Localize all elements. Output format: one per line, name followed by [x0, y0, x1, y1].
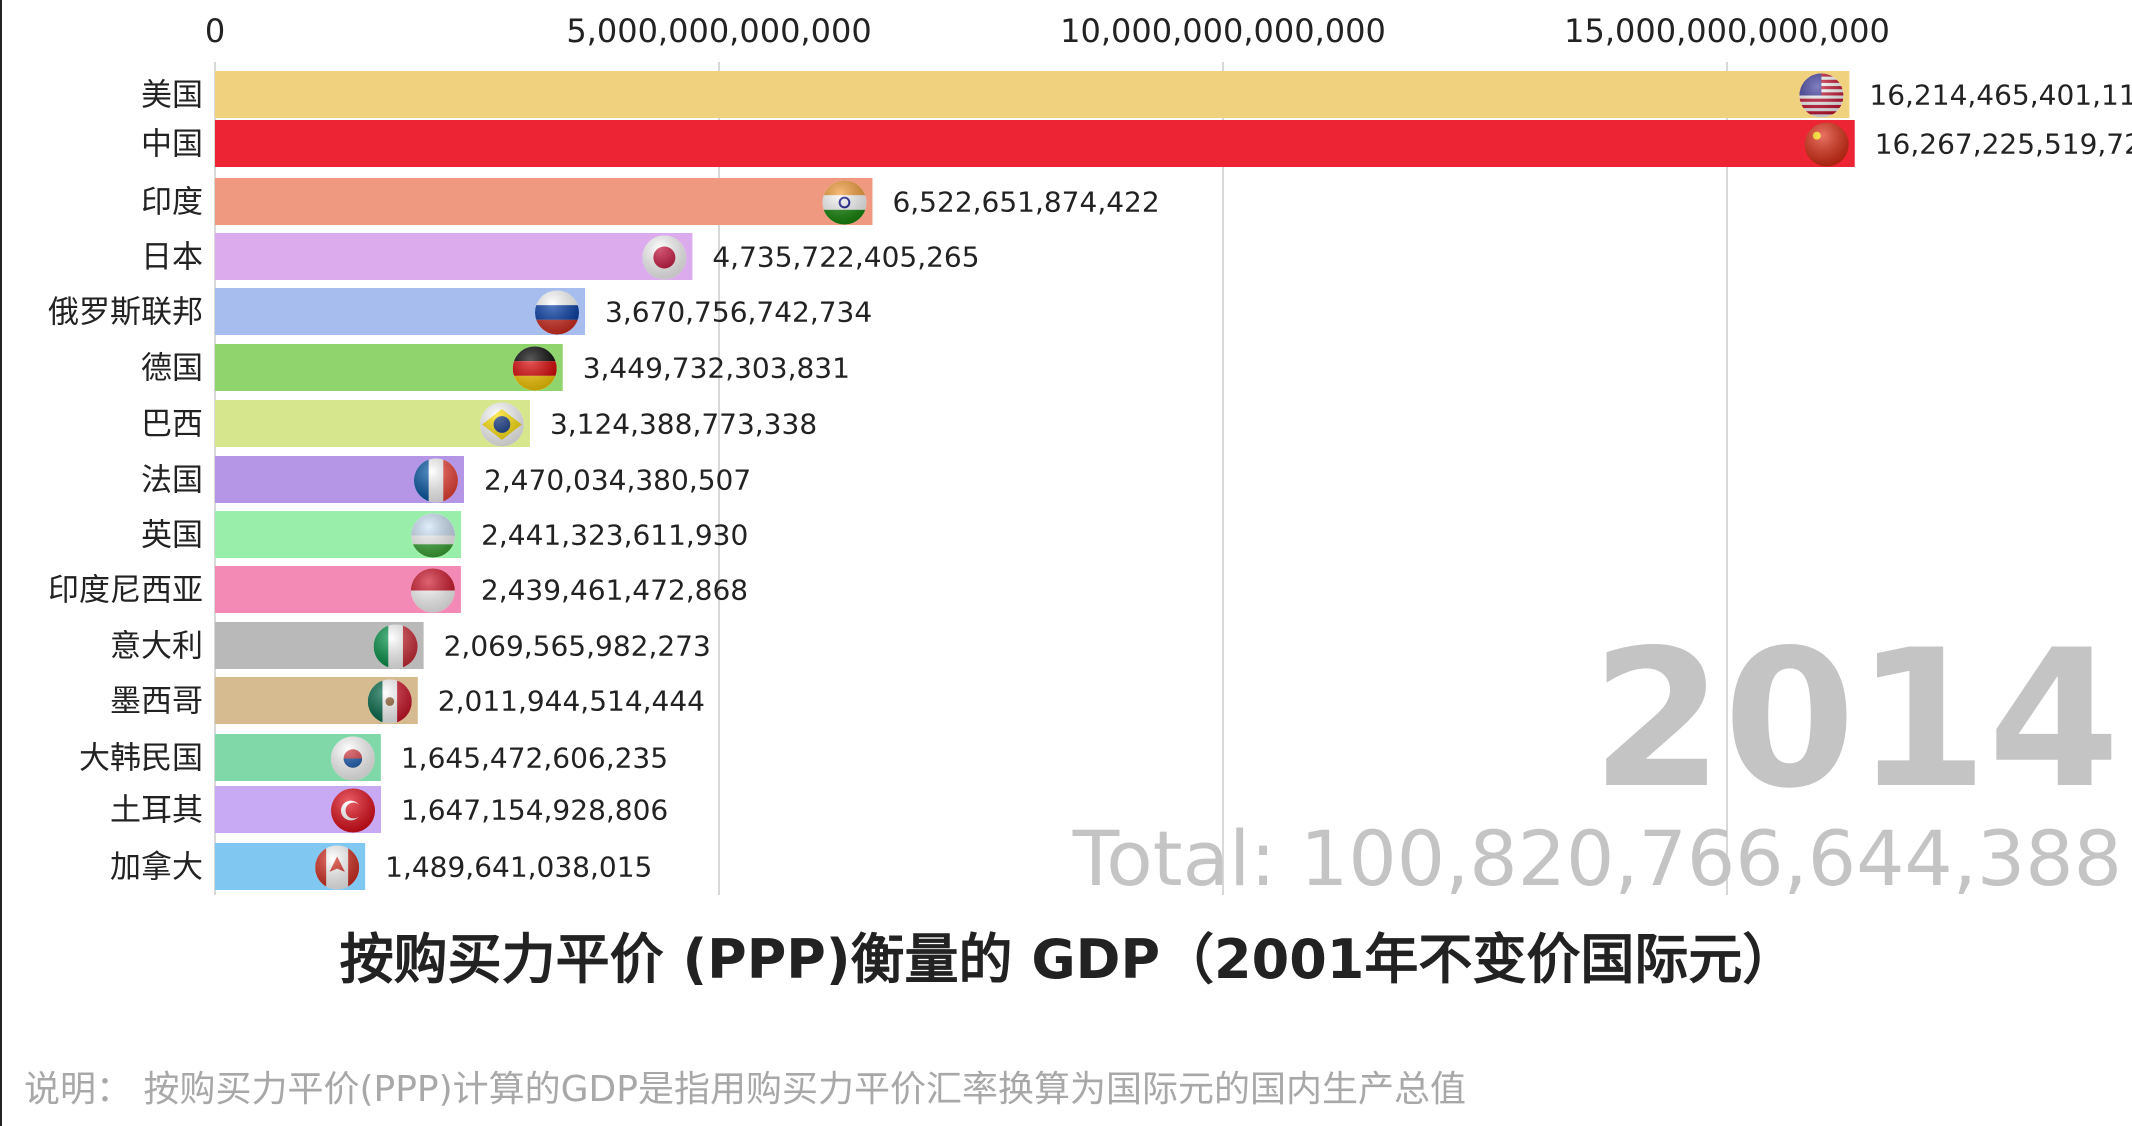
korea-flag-icon	[330, 736, 375, 781]
x-tick-label: 10,000,000,000,000	[1060, 12, 1386, 50]
bar	[215, 71, 1850, 118]
italy-flag-icon	[373, 624, 418, 669]
value-label: 2,011,944,514,444	[438, 685, 705, 718]
value-label: 4,735,722,405,265	[712, 241, 979, 274]
value-label: 2,069,565,982,273	[444, 630, 711, 663]
us-flag-icon	[1799, 73, 1844, 118]
footnote: 说明： 按购买力平价(PPP)计算的GDP是指用购买力平价汇率换算为国际元的国内…	[24, 1069, 1466, 1110]
bar-row: 印度尼西亚 2,439,461,472,868	[48, 566, 748, 613]
total-label: Total: 100,820,766,644,388	[1072, 814, 2122, 903]
bar-row: 印度 6,522,651,874,422	[141, 178, 1160, 225]
country-label: 英国	[141, 518, 203, 554]
france-flag-icon	[413, 458, 458, 503]
bar-row: 日本 4,735,722,405,265	[141, 233, 980, 280]
canada-flag-icon	[315, 845, 360, 890]
value-label: 2,470,034,380,507	[484, 464, 751, 497]
bar	[215, 120, 1855, 167]
bar-row: 大韩民国 1,645,472,606,235	[79, 734, 668, 781]
russia-flag-icon	[535, 290, 580, 335]
bar-row: 英国 2,441,323,611,930	[141, 511, 748, 558]
country-label: 法国	[141, 463, 203, 499]
x-tick-label: 5,000,000,000,000	[566, 12, 871, 50]
country-label: 墨西哥	[110, 684, 203, 720]
value-label: 2,439,461,472,868	[481, 574, 748, 607]
bar	[215, 288, 586, 335]
bar-row: 俄罗斯联邦 3,670,756,742,734	[48, 288, 872, 335]
country-label: 中国	[141, 127, 203, 163]
year-label: 2014	[1591, 609, 2120, 830]
bar	[215, 178, 873, 225]
country-label: 大韩民国	[79, 741, 203, 777]
value-label: 3,449,732,303,831	[583, 352, 850, 385]
country-label: 意大利	[110, 629, 203, 665]
bar	[215, 400, 530, 447]
bar-row: 中国 16,267,225,519,723	[141, 120, 2132, 167]
country-label: 印度	[141, 185, 203, 221]
bar-row: 加拿大 1,489,641,038,015	[110, 843, 652, 890]
bar-row: 美国 16,214,465,401,117	[141, 71, 2132, 118]
uk-flag-icon	[411, 513, 456, 558]
country-label: 巴西	[141, 407, 203, 443]
mexico-flag-icon	[367, 679, 412, 724]
bar-row: 德国 3,449,732,303,831	[141, 344, 850, 391]
country-label: 土耳其	[110, 793, 203, 829]
bar	[215, 344, 563, 391]
bar	[215, 233, 693, 280]
x-tick-label: 15,000,000,000,000	[1564, 12, 1890, 50]
value-label: 3,124,388,773,338	[550, 408, 817, 441]
germany-flag-icon	[512, 346, 557, 391]
value-label: 1,647,154,928,806	[401, 794, 668, 827]
value-label: 3,670,756,742,734	[605, 296, 872, 329]
value-label: 2,441,323,611,930	[481, 519, 748, 552]
bar-row: 墨西哥 2,011,944,514,444	[110, 677, 705, 724]
india-flag-icon	[822, 180, 867, 225]
bar-row: 意大利 2,069,565,982,273	[110, 622, 711, 669]
value-label: 16,214,465,401,117	[1869, 79, 2132, 112]
bar-row: 法国 2,470,034,380,507	[141, 456, 751, 503]
bar-row: 巴西 3,124,388,773,338	[141, 400, 817, 447]
country-label: 德国	[141, 351, 203, 387]
value-label: 16,267,225,519,723	[1875, 128, 2132, 161]
china-flag-icon	[1804, 122, 1849, 167]
x-tick-label: 0	[205, 12, 225, 50]
bar-row: 土耳其 1,647,154,928,806	[110, 786, 668, 833]
value-label: 1,645,472,606,235	[401, 742, 668, 775]
value-label: 6,522,651,874,422	[892, 186, 1159, 219]
chart-title: 按购买力平价 (PPP)衡量的 GDP（2001年不变价国际元）	[339, 928, 1797, 991]
country-label: 加拿大	[110, 850, 203, 886]
japan-flag-icon	[642, 235, 687, 280]
value-label: 1,489,641,038,015	[385, 851, 652, 884]
country-label: 美国	[141, 78, 203, 114]
country-label: 俄罗斯联邦	[48, 295, 203, 331]
turkey-flag-icon	[331, 788, 376, 833]
indonesia-flag-icon	[410, 568, 455, 613]
country-label: 印度尼西亚	[48, 573, 203, 609]
brazil-flag-icon	[479, 402, 524, 447]
country-label: 日本	[141, 240, 203, 276]
